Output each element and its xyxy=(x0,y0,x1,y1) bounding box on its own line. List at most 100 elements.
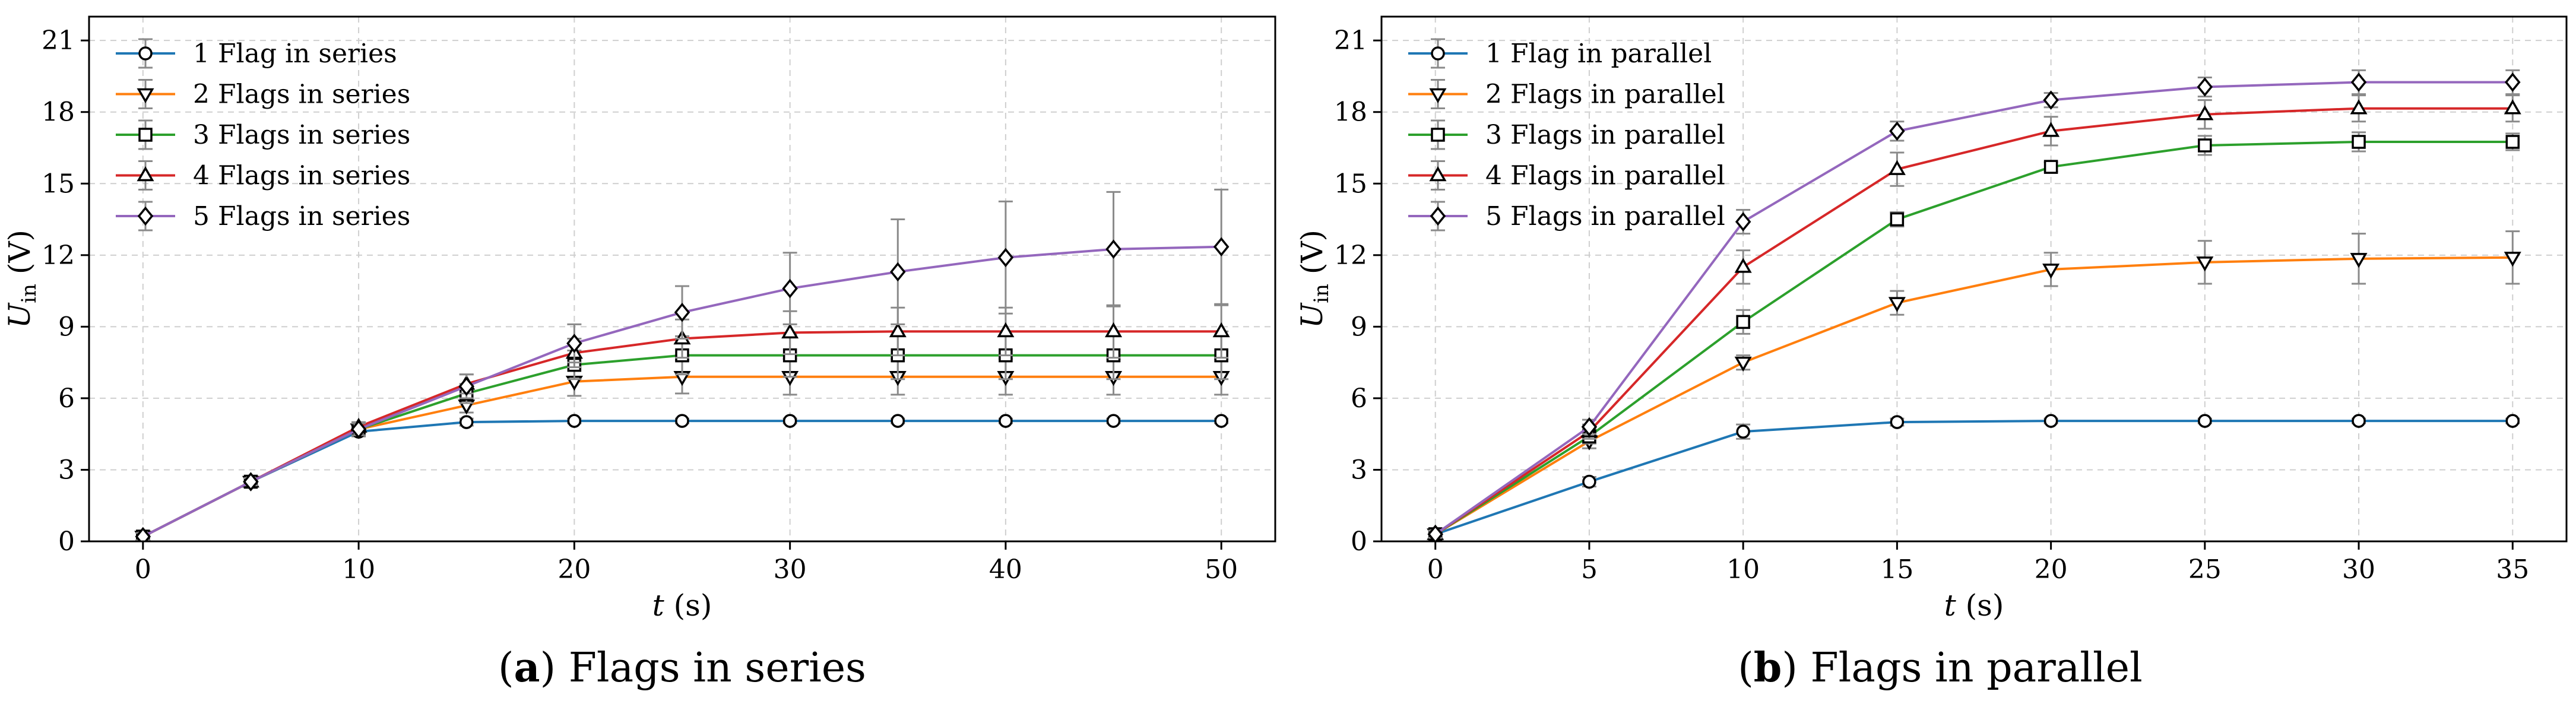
y-tick-label: 21 xyxy=(42,26,75,56)
series-line xyxy=(1434,140,2513,535)
data-point xyxy=(458,376,474,397)
data-point xyxy=(891,414,905,428)
y-axis-label: Uin (V) xyxy=(1295,230,1333,328)
series-1 xyxy=(135,414,1229,541)
x-axis-label: t (s) xyxy=(1944,588,2004,623)
x-tick-label: 50 xyxy=(1205,554,1238,585)
series-4 xyxy=(1427,94,2521,540)
data-point xyxy=(2043,90,2059,110)
x-tick-label: 30 xyxy=(774,554,807,585)
data-point xyxy=(1427,524,1443,541)
data-point xyxy=(1582,474,1596,489)
legend-marker xyxy=(137,166,154,182)
data-point xyxy=(1734,356,1752,372)
y-tick-label: 21 xyxy=(1334,26,1367,56)
y-tick-label: 15 xyxy=(42,169,75,199)
series-line xyxy=(1434,256,2513,535)
legend-label: 1 Flag in series xyxy=(193,39,397,69)
data-point xyxy=(2505,72,2521,92)
data-point xyxy=(2350,253,2368,268)
data-point xyxy=(2042,122,2060,137)
data-point xyxy=(1888,160,1906,175)
data-point xyxy=(890,262,906,282)
data-point xyxy=(675,414,689,428)
y-tick-label: 6 xyxy=(1351,383,1367,414)
data-point xyxy=(781,323,799,339)
series-panel-frame xyxy=(88,15,1276,543)
data-point xyxy=(782,278,798,299)
legend-label: 3 Flags in series xyxy=(193,120,410,150)
data-point xyxy=(2352,135,2366,149)
y-tick-label: 18 xyxy=(42,97,75,128)
x-tick-label: 0 xyxy=(135,554,151,585)
data-point xyxy=(999,414,1013,428)
data-point xyxy=(1105,239,1121,259)
data-point xyxy=(1890,415,1905,429)
data-point xyxy=(1214,414,1228,428)
legend-marker xyxy=(138,46,153,61)
data-point xyxy=(1212,322,1230,338)
data-point xyxy=(1736,424,1750,439)
legend-marker xyxy=(138,128,153,142)
data-point xyxy=(2196,256,2214,272)
series-1 xyxy=(1428,414,2520,541)
parallel-panel-caption: (b) Flags in parallel xyxy=(1738,644,2143,692)
x-tick-label: 20 xyxy=(2035,554,2068,585)
x-tick-label: 30 xyxy=(2342,554,2375,585)
data-point xyxy=(567,414,582,428)
legend-marker xyxy=(1431,46,1445,61)
legend-marker xyxy=(1430,206,1446,226)
data-point xyxy=(2196,105,2214,120)
x-axis-label: t (s) xyxy=(652,588,712,623)
data-point xyxy=(1890,212,1905,227)
data-point xyxy=(1734,258,1752,273)
parallel-panel-plot-area xyxy=(1427,69,2521,541)
parallel-panel-frame xyxy=(1380,15,2568,543)
data-point xyxy=(1888,297,1906,312)
y-tick-label: 9 xyxy=(1351,312,1367,342)
legend-marker xyxy=(1431,128,1445,142)
data-point xyxy=(350,419,367,439)
data-point xyxy=(2350,99,2368,115)
y-tick-label: 3 xyxy=(58,455,75,485)
data-point xyxy=(1736,315,1750,329)
data-point xyxy=(782,348,797,363)
y-tick-label: 15 xyxy=(1334,169,1367,199)
series-line xyxy=(142,420,1222,538)
series-line xyxy=(1434,107,2513,535)
data-point xyxy=(2198,138,2212,153)
data-point xyxy=(1581,417,1598,437)
series-panel-plot-area xyxy=(134,188,1230,541)
legend-marker xyxy=(137,88,154,104)
data-point xyxy=(459,415,474,429)
data-point xyxy=(243,472,259,491)
legend-label: 3 Flags in parallel xyxy=(1485,120,1725,150)
data-point xyxy=(2042,264,2060,279)
series-line xyxy=(1434,81,2513,535)
data-point xyxy=(2043,160,2058,174)
y-tick-label: 9 xyxy=(58,312,75,342)
y-tick-label: 0 xyxy=(1351,527,1367,557)
data-point xyxy=(2505,135,2520,149)
data-point xyxy=(997,248,1014,268)
y-tick-label: 3 xyxy=(1351,455,1367,485)
data-point xyxy=(2350,72,2367,92)
legend-label: 4 Flags in parallel xyxy=(1485,161,1725,191)
y-axis-label: Uin (V) xyxy=(2,230,41,328)
x-tick-label: 20 xyxy=(557,554,591,585)
data-point xyxy=(2197,77,2213,97)
data-point xyxy=(2352,414,2366,428)
data-point xyxy=(2043,414,2058,428)
data-point xyxy=(2504,252,2521,267)
legend-label: 1 Flag in parallel xyxy=(1485,39,1712,69)
x-tick-label: 0 xyxy=(1427,554,1444,585)
data-point xyxy=(2505,414,2520,428)
x-tick-label: 5 xyxy=(1581,554,1598,585)
x-tick-label: 15 xyxy=(1880,554,1913,585)
data-point xyxy=(674,302,690,322)
y-tick-label: 12 xyxy=(42,240,75,271)
series-2 xyxy=(1427,230,2521,541)
data-point xyxy=(1106,414,1121,428)
legend-marker xyxy=(1429,166,1447,182)
